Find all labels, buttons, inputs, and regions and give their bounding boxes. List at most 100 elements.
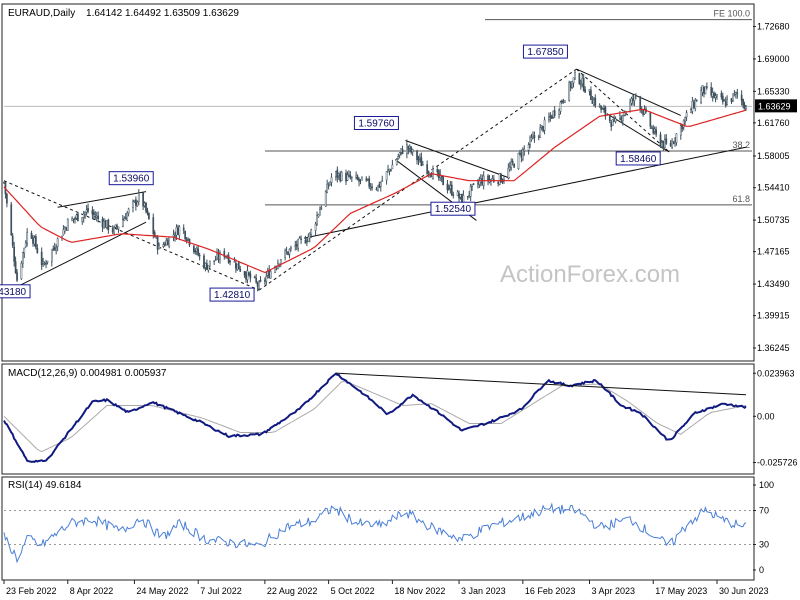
candle-body [124,217,127,220]
candle-body [581,78,584,84]
candle-body [227,255,230,263]
candle-body [572,77,575,84]
candle-body [317,214,320,218]
candle-body [408,146,411,149]
candle-body [10,204,13,236]
candle-body [213,260,215,262]
candle-body [133,200,136,203]
candle-body [452,194,455,196]
macd-divergence-line [335,372,747,396]
candle-body [219,252,221,260]
x-tick-label: 30 Jun 2023 [719,586,769,596]
candle-body [285,251,288,253]
candle-body [635,94,637,97]
ohlc-values: 1.64142 1.64492 1.63509 1.63629 [86,8,239,19]
price-tick-label: 1.47165 [757,247,790,257]
candle-body [158,245,160,250]
candle-body [390,169,392,171]
candle-body [6,193,8,204]
candle-body [510,161,513,168]
candle-body [23,247,26,254]
candle-body [75,214,78,219]
macd-tick-label: 0.023963 [757,368,795,378]
candle-body [600,105,602,110]
candle-body [406,144,408,154]
candle-body [377,185,379,191]
candle-body [592,99,595,106]
candle-body [639,96,642,110]
candle-body [574,72,576,80]
candle-body [532,135,534,139]
candle-body [361,176,363,181]
candle-body [665,138,668,144]
candle-body [416,150,418,161]
candle-body [578,73,581,85]
candle-body [335,171,337,178]
candle-body [24,242,27,247]
candle-body [662,140,665,148]
candle-body [371,186,373,189]
macd-signal-line [3,381,747,453]
swing-label-text: 1.53960 [113,174,150,185]
candle-body [420,157,423,167]
moving-average [3,108,747,274]
candle-body [348,174,350,176]
candle-body [561,100,563,103]
trend-line [303,146,747,239]
candle-body [398,152,401,156]
candle-body [62,229,65,236]
candle-body [649,112,652,127]
swing-label-text: 1.58460 [620,154,657,165]
candle-body [84,211,87,215]
candle-body [743,104,746,110]
candle-body [85,209,88,213]
candle-body [121,219,124,228]
candle-body [300,238,302,240]
price-tick-label: 1.50735 [757,215,790,225]
candle-body [235,262,237,269]
trend-line [405,140,510,179]
candle-body [672,142,675,144]
rsi-tick-label: 0 [759,565,764,575]
candle-body [104,221,107,228]
candle-body [143,202,146,207]
candle-body [539,127,542,139]
candle-body [16,272,18,281]
candle-body [249,273,252,279]
candle-body [388,168,391,171]
candle-body [704,86,707,95]
candle-body [569,82,572,89]
wave-dashed-line [576,68,670,153]
candle-body [713,93,715,99]
candle-body [64,227,66,232]
candle-body [511,160,514,163]
candle-body [685,112,688,118]
candle-body [710,87,713,96]
candle-body [397,156,400,160]
candle-body [359,178,362,181]
candle-body [385,171,388,181]
candle-body [375,188,378,190]
candle-body [195,247,198,252]
candle-body [284,250,286,258]
candle-body [310,229,313,235]
candle-body [13,246,15,262]
macd-tick-label: 0.00 [757,411,775,421]
candle-body [295,244,298,247]
candle-body [407,145,410,150]
swing-label-box [353,115,399,130]
candle-body [659,134,662,147]
candle-body [198,255,201,257]
candle-body [724,101,727,106]
candle-body [582,78,585,91]
candle-body [233,261,236,263]
candle-body [53,247,56,250]
candle-body [714,95,717,98]
candle-body [164,244,166,246]
candle-body [320,207,323,209]
candle-body [330,177,333,183]
candle-body [114,224,117,228]
wave-dashed-line [258,68,577,291]
rsi-line [3,502,747,564]
